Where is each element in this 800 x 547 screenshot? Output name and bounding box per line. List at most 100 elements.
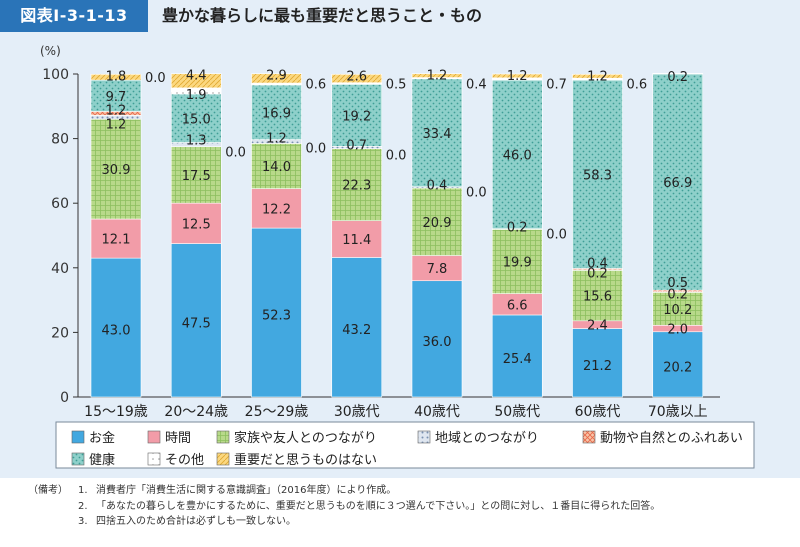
data-label: 1.3 <box>186 133 207 148</box>
data-label: 6.6 <box>507 298 528 313</box>
data-label: 0.0 <box>306 142 327 157</box>
data-label: 52.3 <box>262 309 291 324</box>
data-label: 47.5 <box>182 316 211 331</box>
data-label: 58.3 <box>583 168 612 183</box>
x-tick-label: 30歳代 <box>334 404 380 420</box>
chart-panel: (%) 0 20 40 60 80 100 43.0 12.1 30.9 9.7 1.2 1.2 1.… <box>0 32 800 478</box>
bar-segment <box>331 257 383 398</box>
x-tick-label: 50歳代 <box>494 404 540 420</box>
data-label: 1.9 <box>186 88 207 103</box>
data-label: 0.0 <box>225 145 246 160</box>
data-label: 12.1 <box>102 233 131 248</box>
x-tick-label: 20～24歳 <box>164 404 228 420</box>
bar-segment <box>251 227 302 398</box>
data-label: 19.2 <box>342 109 371 124</box>
bar-segment <box>491 73 543 79</box>
legend-label: 動物や自然とのふれあい <box>600 430 743 446</box>
note-number: 3. <box>78 516 88 527</box>
title-bar: 図表Ⅰ-3-1-13 豊かな暮らしに最も重要だと思うこと・もの <box>0 0 800 32</box>
bar-segment <box>411 255 463 282</box>
data-label: 12.5 <box>182 217 211 232</box>
legend-swatch <box>71 452 85 466</box>
data-label: 0.2 <box>667 70 688 85</box>
bar-segment <box>572 79 623 269</box>
data-label: 2.4 <box>587 319 608 334</box>
data-label: 36.0 <box>423 335 452 350</box>
data-label: 1.2 <box>427 69 448 84</box>
data-label: 15.0 <box>182 112 211 127</box>
figure-label: 図表Ⅰ-3-1-13 <box>0 0 148 32</box>
bar-segment <box>170 243 222 398</box>
data-label: 15.6 <box>583 290 612 305</box>
data-label: 0.6 <box>627 78 648 93</box>
note-row: 2. 「あなたの暮らしを豊かにするために、重要だと思うものを順に３つ選んで下さい… <box>28 499 660 515</box>
data-label: 0.4 <box>427 179 448 194</box>
data-label: 4.4 <box>186 69 207 84</box>
note-text: 「あなたの暮らしを豊かにするために、重要だと思うものを順に３つ選んで下さい。」と… <box>96 500 661 512</box>
y-axis-unit: (%) <box>40 44 61 58</box>
legend-swatch <box>147 452 161 466</box>
bar-segment <box>170 93 222 143</box>
data-label: 0.2 <box>667 288 688 303</box>
data-label: 46.0 <box>503 148 532 163</box>
data-label: 0.0 <box>546 228 567 243</box>
data-label: 22.3 <box>342 179 371 194</box>
data-label: 0.6 <box>306 78 327 93</box>
data-label: 0.2 <box>587 267 608 282</box>
data-label: 1.2 <box>507 69 528 84</box>
data-label: 20.2 <box>663 360 692 375</box>
notes-heading: （備考） <box>28 485 68 496</box>
note-row: 3. 四捨五入のため合計は必ずしも一致しない。 <box>28 514 660 530</box>
note-number: 2. <box>78 500 88 512</box>
bar-segment <box>90 257 142 398</box>
data-label: 19.9 <box>503 256 532 271</box>
data-label: 30.9 <box>102 163 131 178</box>
legend-label: 時間 <box>165 431 191 446</box>
legend-swatch <box>71 430 85 444</box>
bar-segment <box>251 73 302 84</box>
legend-swatch <box>417 430 431 444</box>
bar-segment <box>251 143 302 189</box>
notes: （備考） 1. 消費者庁「消費生活に関する意識調査」（2016年度）により作成。… <box>28 483 660 530</box>
x-tick-label: 60歳代 <box>575 404 621 420</box>
bar-segment <box>90 74 142 81</box>
y-tick-label: 100 <box>42 67 69 83</box>
data-label: 7.8 <box>427 262 448 277</box>
bar-segment <box>170 202 222 244</box>
legend-label: 健康 <box>89 452 115 468</box>
bar-segment <box>411 78 463 188</box>
data-label: 20.9 <box>423 216 452 231</box>
bar-segment <box>491 79 543 230</box>
legend-label: 家族や友人とのつながり <box>234 430 377 446</box>
bar-segment <box>491 314 543 398</box>
legend-label: その他 <box>165 453 204 468</box>
data-label: 0.5 <box>386 78 407 93</box>
x-tick-label: 15～19歳 <box>84 404 148 420</box>
y-tick-label: 0 <box>60 390 69 406</box>
legend-label: お金 <box>89 430 115 446</box>
data-label: 1.2 <box>266 132 287 147</box>
bar-segment <box>652 292 704 326</box>
bar-segment <box>251 84 302 140</box>
data-label: 0.2 <box>507 221 528 236</box>
legend-swatch <box>216 430 230 444</box>
y-tick-label: 60 <box>51 196 69 212</box>
legend-label: 地域とのつながり <box>435 431 539 446</box>
bar-segment <box>572 270 623 322</box>
data-label: 1.8 <box>106 69 127 84</box>
legend-swatch <box>147 430 161 444</box>
bar-segment <box>652 73 704 291</box>
bar-segment <box>572 74 623 79</box>
bar-segment <box>331 148 383 221</box>
data-label: 43.2 <box>342 323 371 338</box>
data-label: 11.4 <box>342 233 371 248</box>
data-label: 1.2 <box>106 117 127 132</box>
data-label: 33.4 <box>423 127 452 142</box>
note-text: 四捨五入のため合計は必ずしも一致しない。 <box>96 516 296 527</box>
bar-segment <box>170 73 222 89</box>
legend-swatch <box>216 452 230 466</box>
data-label: 17.5 <box>182 169 211 184</box>
data-label: 0.5 <box>667 276 688 291</box>
data-label: 0.7 <box>546 78 567 93</box>
